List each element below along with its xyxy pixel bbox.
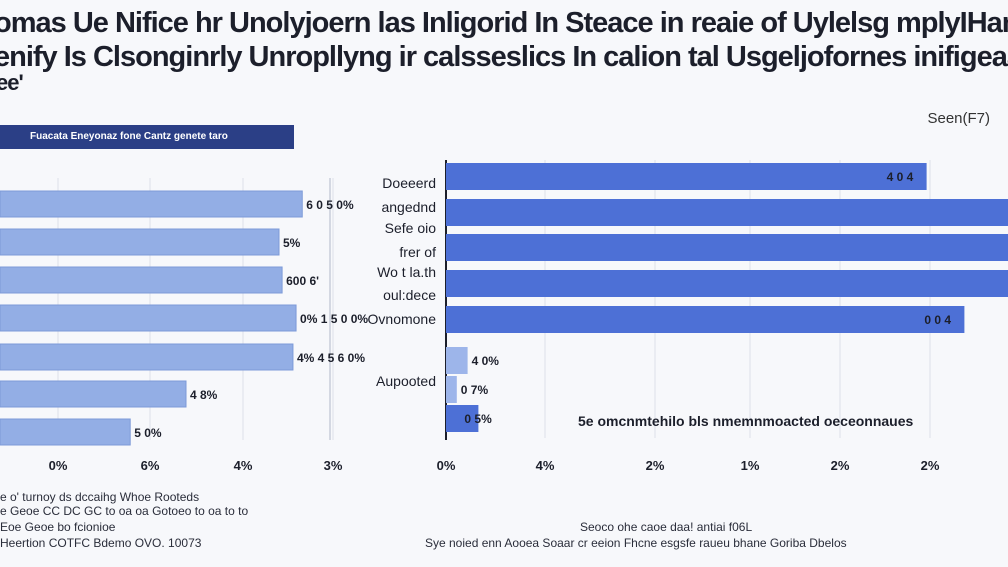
left-footnote-4: Heertion COTFC Bdemo OVO. 10073 (0, 536, 202, 550)
right-category-label: frer of (399, 244, 436, 260)
right-x-tick: 1% (741, 458, 760, 473)
right-x-tick: 2% (646, 458, 665, 473)
left-x-tick: 3% (324, 458, 343, 473)
title-line-3: ee' (0, 70, 24, 93)
left-x-tick: 6% (141, 458, 160, 473)
left-footnote-3: Eoe Geoe bo fcionioe (0, 520, 116, 534)
right-bar (446, 234, 1008, 261)
right-bar (446, 405, 479, 432)
right-x-tick: 2% (831, 458, 850, 473)
right-category-label: Ovnomone (368, 311, 437, 327)
left-bar (0, 380, 187, 408)
left-x-tick: 0% (49, 458, 68, 473)
left-bar-label: 0% 1 5 0 0% (300, 312, 368, 326)
right-x-tick: 2% (921, 458, 940, 473)
right-bar (446, 306, 965, 333)
left-footnote-2: e Geoe CC DC GC to oa oa Gotoeo to oa to… (0, 504, 249, 518)
left-bar-label: 4 8% (190, 388, 218, 402)
left-bar-label: 6 0 5 0% (306, 198, 354, 212)
right-category-label: oul:dece (383, 287, 436, 303)
right-category-label: Doeeerd (382, 175, 436, 191)
right-bar (446, 270, 1008, 297)
left-bar (0, 228, 280, 256)
left-bar (0, 343, 294, 371)
left-bar-label: 5% (283, 236, 301, 250)
right-category-label: Aupooted (376, 373, 436, 389)
right-overlay-note: 5e omcnmtehilo bls nmemnmoacted oeceonna… (578, 413, 914, 429)
right-bar-label: 4 0% (472, 354, 500, 368)
right-x-tick: 4% (536, 458, 555, 473)
left-bar (0, 304, 297, 332)
right-category-label: Sefe oio (385, 220, 437, 236)
left-footnote-1: e o' turnoy ds dccaihg Whoe Rooteds (0, 490, 200, 504)
left-bar-label: 600 6' (286, 274, 319, 288)
left-legend-band: Fuacata Eneyonaz fone Cantz genete taro (0, 125, 294, 149)
left-x-tick: 4% (234, 458, 253, 473)
right-bar (446, 376, 457, 403)
left-bar (0, 190, 303, 218)
left-bar (0, 418, 131, 446)
right-category-label: angednd (381, 199, 436, 215)
right-footnote-2: Sye noied enn Aooea Soaar cr eeion Fhcne… (425, 536, 847, 550)
seen-label: Seen(F7) (927, 110, 990, 127)
right-bar (446, 163, 927, 190)
right-footnote-1: Seoco ohe caoe daa! antiai f06L (580, 520, 753, 534)
right-bar-label: 4 0 4 (887, 170, 914, 184)
right-bar-label: 0 7% (461, 383, 489, 397)
right-category-label: Wo t la.th (377, 264, 436, 280)
right-bar (446, 199, 1008, 226)
left-bar (0, 266, 283, 294)
right-x-tick: 0% (437, 458, 456, 473)
title-line-2: enify Is Clsonginrly Unropllyng ir calss… (0, 41, 1008, 73)
left-bar-label: 5 0% (134, 426, 162, 440)
left-bar-label: 4% 4 5 6 0% (297, 351, 365, 365)
right-bar-label: 0 5% (464, 412, 492, 426)
title-line-1: omas Ue Nifice hr Unolyjoern las Inligor… (0, 7, 1008, 39)
right-bar-label: 0 0 4 (924, 313, 951, 327)
chart-title: omas Ue Nifice hr Unolyjoern las Inligor… (0, 6, 1008, 92)
right-bar (446, 347, 468, 374)
